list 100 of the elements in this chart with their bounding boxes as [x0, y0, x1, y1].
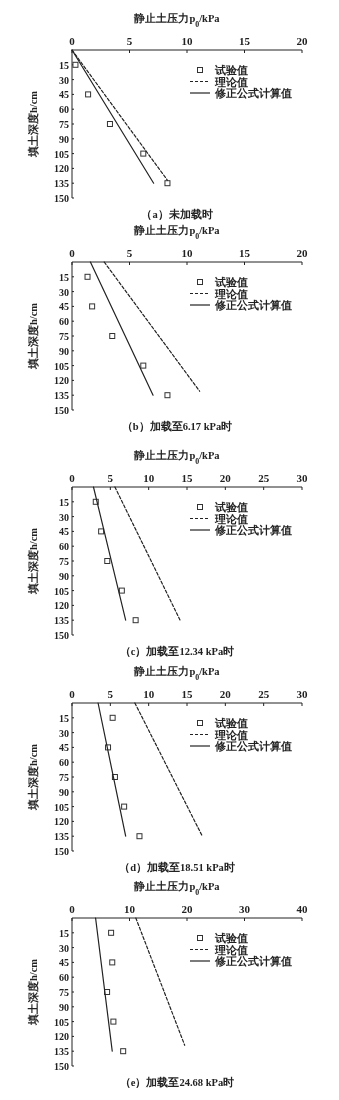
y-tick-label: 120: [54, 599, 69, 611]
y-tick-label: 75: [59, 555, 69, 567]
legend-label: 修正公式计算值: [214, 739, 292, 752]
x-tick-label: 20: [296, 247, 308, 259]
y-tick-label: 135: [54, 389, 69, 401]
x-tick-label: 10: [124, 903, 136, 915]
x-tick-label: 15: [181, 472, 193, 484]
x-tick-label: 10: [181, 247, 193, 259]
y-tick-label: 15: [59, 927, 69, 939]
x-tick-label: 40: [296, 903, 308, 915]
y-tick-label: 135: [54, 830, 69, 842]
legend-label: 理论值: [214, 512, 248, 524]
y-tick-label: 105: [54, 585, 69, 597]
y-tick-label: 105: [54, 801, 69, 813]
y-tick-label: 45: [59, 741, 69, 753]
text: （b）加载至6.17 kPa时: [121, 420, 233, 433]
x-tick-label: 10: [181, 35, 193, 47]
x-axis-title: 静止土压力p$_{0}$/kPa: [133, 880, 221, 897]
legend-label: 理论值: [214, 943, 248, 955]
legend-label: 理论值: [214, 728, 248, 740]
legend-label: 试验值: [214, 716, 248, 729]
y-axis-title: 填土深度h/cm: [26, 302, 39, 371]
y-tick-label: 150: [54, 629, 69, 641]
y-tick-label: 120: [54, 1030, 69, 1042]
y-tick-label: 120: [54, 374, 69, 386]
point: [108, 929, 115, 936]
y-tick-label: 120: [54, 162, 69, 174]
y-tick-label: 90: [59, 786, 69, 798]
x-tick-label: 25: [258, 472, 270, 484]
y-tick-label: 150: [54, 1060, 69, 1072]
point: [110, 1018, 117, 1025]
x-tick-label: 0: [69, 472, 76, 484]
y-tick-label: 30: [59, 286, 69, 298]
x-tick-label: 10: [143, 472, 155, 484]
point: [89, 303, 96, 310]
x-tick-label: 0: [69, 688, 76, 700]
legend-label: 试验值: [214, 931, 248, 944]
x-tick-label: 0: [69, 35, 76, 47]
y-tick-label: 60: [59, 540, 69, 552]
y-tick-label: 15: [59, 496, 69, 508]
legend-label: 修正公式计算值: [214, 86, 292, 99]
legend-label: 理论值: [214, 75, 248, 87]
y-tick-label: 150: [54, 845, 69, 857]
x-tick-label: 10: [143, 688, 155, 700]
x-tick-label: 20: [296, 35, 308, 47]
point: [84, 273, 91, 280]
y-tick-label: 30: [59, 942, 69, 954]
point: [109, 959, 116, 966]
y-axis-title: 填土深度h/cm: [26, 90, 39, 159]
x-tick-label: 5: [126, 247, 133, 259]
x-tick-label: 15: [181, 688, 193, 700]
point: [136, 833, 143, 840]
x-tick-label: 30: [239, 903, 251, 915]
y-axis-title: 填土深度h/cm: [26, 743, 39, 812]
point: [132, 617, 139, 624]
x-tick-label: 5: [107, 472, 114, 484]
point: [140, 150, 147, 157]
point: [120, 1048, 127, 1055]
legend-label: 理论值: [214, 287, 248, 299]
point: [118, 587, 125, 594]
y-tick-label: 30: [59, 74, 69, 86]
y-tick-label: 30: [59, 727, 69, 739]
y-tick-label: 75: [59, 330, 69, 342]
legend-label: 试验值: [214, 63, 248, 76]
point: [164, 392, 171, 399]
y-tick-label: 105: [54, 360, 69, 372]
y-tick-label: 75: [59, 118, 69, 130]
y-tick-label: 15: [59, 59, 69, 71]
legend-label: 试验值: [214, 275, 248, 288]
y-tick-label: 15: [59, 271, 69, 283]
y-tick-label: 150: [54, 192, 69, 204]
x-tick-label: 20: [219, 688, 232, 700]
y-tick-label: 120: [54, 815, 69, 827]
y-tick-label: 135: [54, 1045, 69, 1057]
x-axis-title: 静止土压力p$_{0}$/kPa: [133, 449, 221, 466]
x-tick-label: 25: [258, 688, 270, 700]
y-tick-label: 60: [59, 756, 69, 768]
y-tick-label: 150: [54, 404, 69, 416]
y-tick-label: 75: [59, 986, 69, 998]
text: （c）加载至12.34 kPa时: [119, 645, 235, 658]
x-tick-label: 5: [126, 35, 133, 47]
y-tick-label: 105: [54, 148, 69, 160]
y-tick-label: 60: [59, 103, 69, 115]
point: [109, 333, 116, 339]
x-tick-label: 30: [296, 688, 308, 700]
point: [98, 528, 105, 535]
y-tick-label: 90: [59, 570, 69, 582]
y-tick-label: 90: [59, 1001, 69, 1013]
text: （e）加载至24.68 kPa时: [119, 1076, 235, 1089]
x-tick-label: 15: [239, 35, 251, 47]
text: （a）未加载时: [141, 208, 213, 221]
y-tick-label: 105: [54, 1016, 69, 1028]
x-tick-label: 15: [239, 247, 251, 259]
y-tick-label: 60: [59, 315, 69, 327]
point: [164, 180, 171, 187]
x-axis-title: 静止土压力p$_{0}$/kPa: [133, 224, 221, 241]
y-tick-label: 75: [59, 771, 69, 783]
point: [109, 714, 116, 721]
text: （d）加载至18.51 kPa时: [119, 861, 235, 874]
legend-label: 修正公式计算值: [214, 954, 292, 967]
